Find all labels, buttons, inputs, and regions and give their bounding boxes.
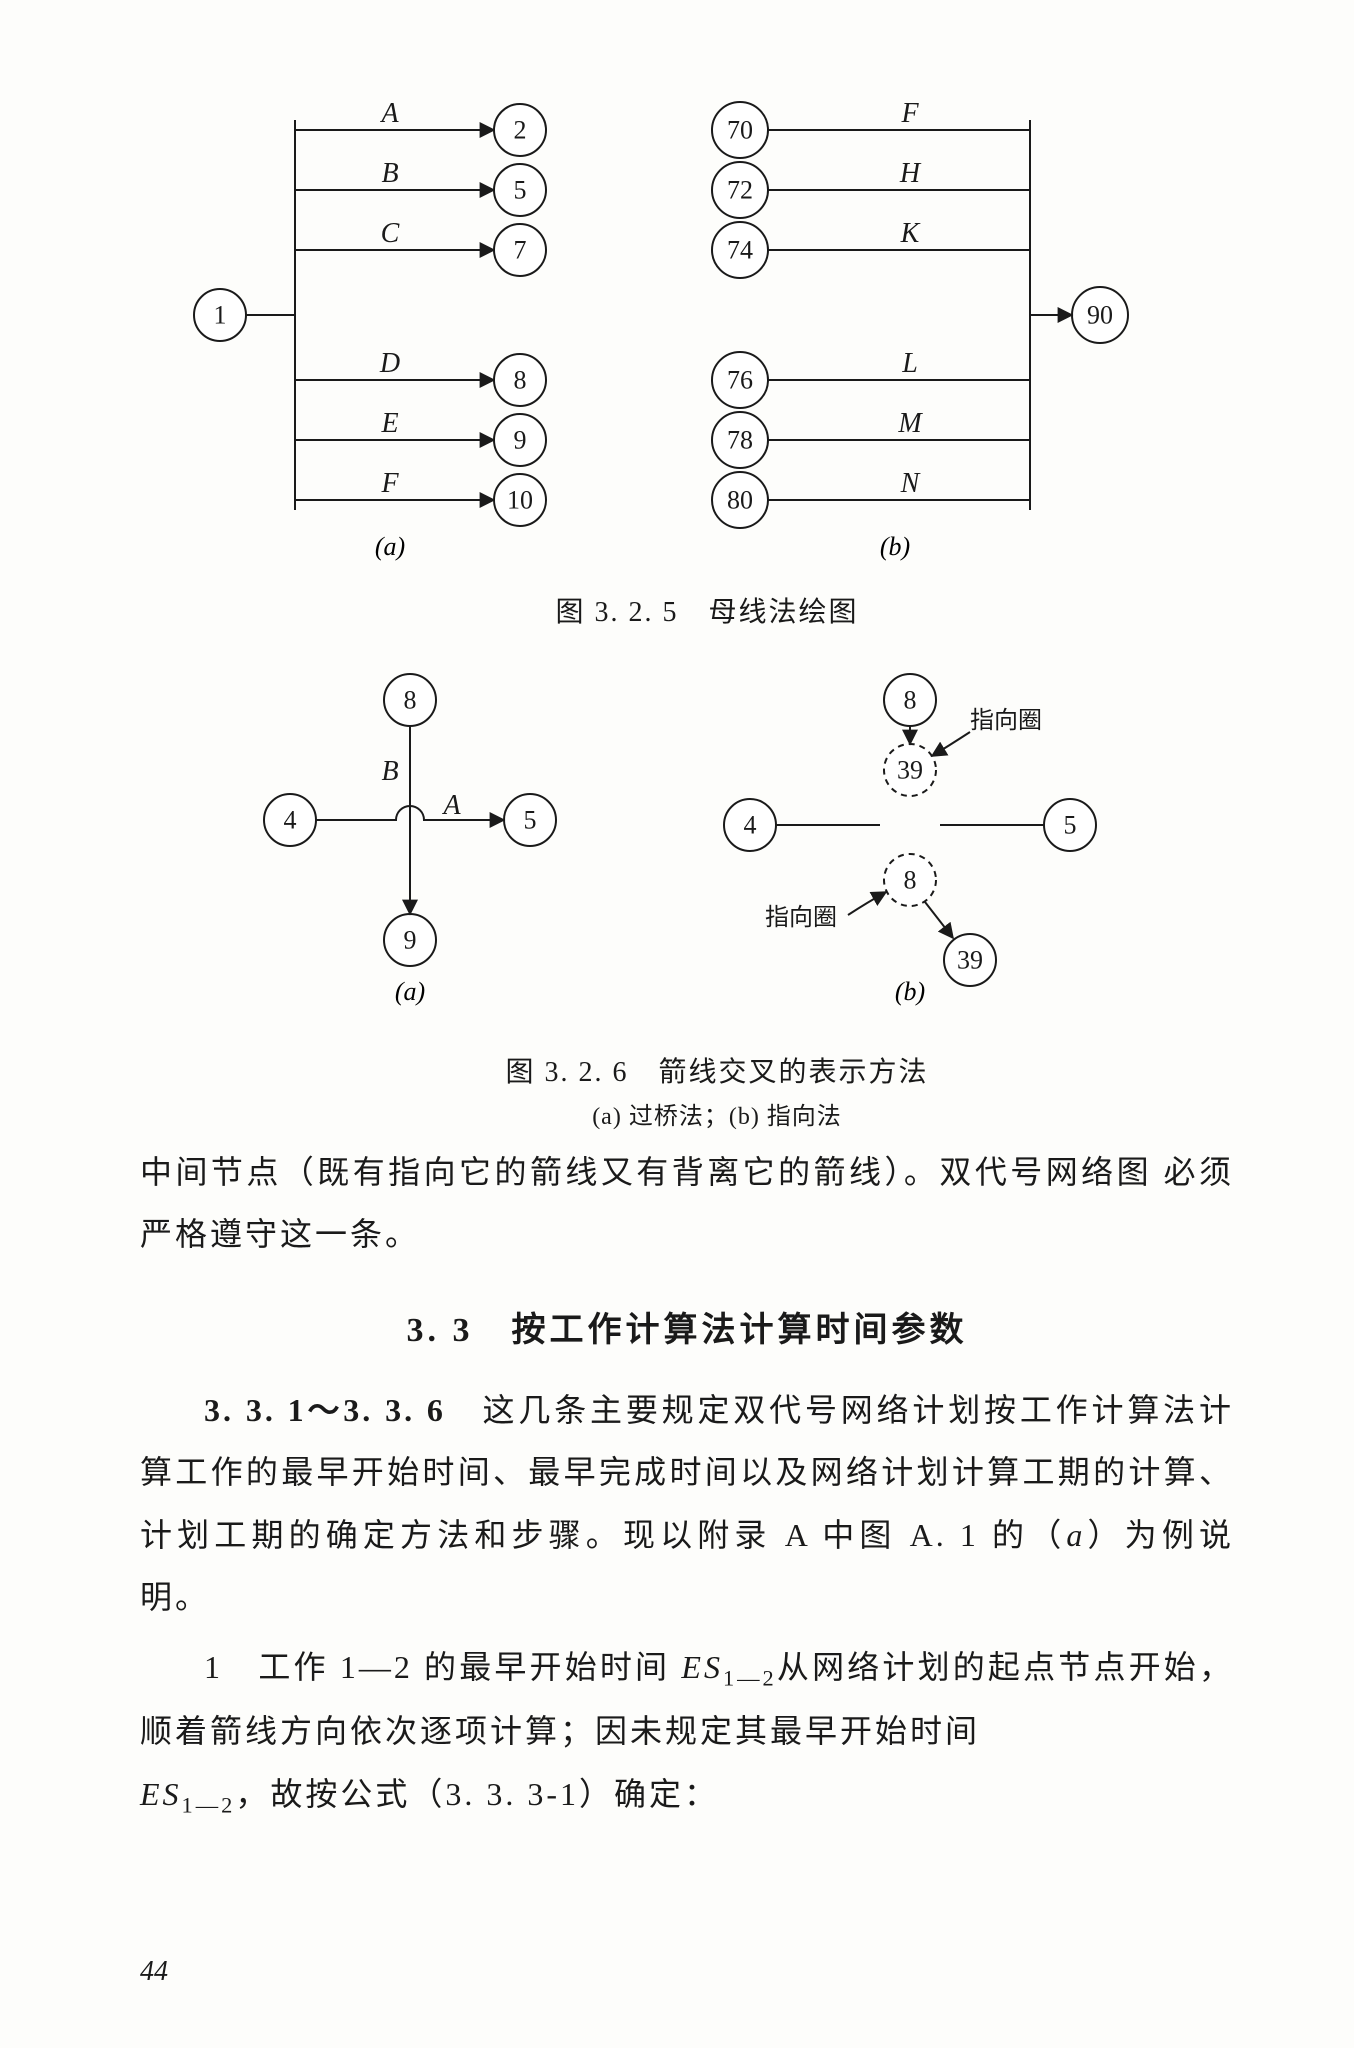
fig326-left-label-B: B	[381, 756, 398, 787]
fig325-right-branch-0: 70 F	[712, 98, 1030, 158]
svg-text:72: 72	[727, 176, 753, 205]
figure-3-2-6-caption: 图 3. 2. 6 箭线交叉的表示方法	[200, 1050, 1234, 1090]
svg-text:70: 70	[727, 116, 753, 145]
para2-sym2: ES	[140, 1776, 182, 1812]
svg-text:8: 8	[904, 866, 917, 895]
svg-text:9: 9	[404, 926, 417, 955]
svg-text:H: H	[899, 158, 922, 189]
section-3-3-para1: 3. 3. 1～3. 3. 6 这几条主要规定双代号网络计划按工作计算法计算工作…	[140, 1379, 1234, 1629]
para2-sub1: 1—2	[723, 1666, 777, 1691]
svg-text:F: F	[900, 98, 919, 129]
figure-3-2-6-svg: 8 4 5 9 A B (a) 8	[200, 660, 1160, 1030]
svg-text:8: 8	[904, 686, 917, 715]
svg-text:4: 4	[284, 806, 297, 835]
svg-text:39: 39	[957, 946, 983, 975]
fig325-left-branch-4: E 9	[295, 408, 546, 466]
svg-text:M: M	[897, 408, 923, 439]
svg-text:B: B	[381, 158, 398, 189]
fig325-right-branch-2: 74 K	[712, 218, 1030, 278]
fig325-right-branch-1: 72 H	[712, 158, 1030, 218]
svg-text:D: D	[379, 348, 400, 379]
fig326-right: 8 39 4 5 8 39	[724, 674, 1096, 1006]
para2-sym1: ES	[681, 1649, 723, 1685]
svg-text:5: 5	[1064, 811, 1077, 840]
paragraph-continuation: 中间节点（既有指向它的箭线又有背离它的箭线）。双代号网络图 必须严格遵守这一条。	[140, 1141, 1234, 1266]
svg-text:76: 76	[727, 366, 753, 395]
svg-text:4: 4	[744, 811, 757, 840]
para-top-line1: 中间节点（既有指向它的箭线又有背离它的箭线）。双代号网络图	[140, 1154, 1152, 1190]
svg-text:10: 10	[507, 486, 533, 515]
figure-3-2-6-subcaption: (a) 过桥法；(b) 指向法	[200, 1096, 1234, 1131]
svg-text:7: 7	[514, 236, 527, 265]
para2-t4: ，故按公式（3. 3. 3-1）确定：	[235, 1776, 719, 1812]
fig326-sub-a: (a)	[395, 977, 425, 1006]
svg-text:39: 39	[897, 756, 923, 785]
para2-t1: 工作 1—2 的最早开始时间	[223, 1649, 681, 1685]
figure-3-2-5-svg: 1 A 2 B 5	[180, 80, 1180, 580]
section-3-3-para2: 1 工作 1—2 的最早开始时间 ES1—2从网络计划的起点节点开始，顺着箭线方…	[140, 1636, 1234, 1827]
svg-text:78: 78	[727, 426, 753, 455]
fig325-right-branch-3: 76 L	[712, 348, 1030, 408]
fig325-left-branch-1: B 5	[295, 158, 546, 216]
para1-text1: 这几条主要规定双代号网络计划按工作计算	[446, 1392, 1163, 1428]
fig325-right-sink-label: 90	[1087, 301, 1113, 330]
para1-lead: 3. 3. 1～3. 3. 6	[204, 1392, 446, 1428]
svg-text:8: 8	[404, 686, 417, 715]
svg-text:80: 80	[727, 486, 753, 515]
fig325-left-origin-label: 1	[214, 301, 227, 330]
fig325-right-branch-4: 78 M	[712, 408, 1030, 468]
figure-3-2-5: 1 A 2 B 5	[180, 80, 1234, 630]
fig325-sub-a: (a)	[375, 532, 405, 561]
section-3-3-title: 3. 3 按工作计算法计算时间参数	[140, 1302, 1234, 1351]
fig325-left-branch-2: C 7	[295, 218, 546, 276]
fig325-left-branch-5: F 10	[295, 468, 546, 526]
fig325-right-branch-5: 80 N	[712, 468, 1030, 528]
page-root: 1 A 2 B 5	[0, 0, 1354, 2048]
figure-3-2-6: 8 4 5 9 A B (a) 8	[200, 660, 1234, 1131]
svg-text:E: E	[380, 408, 398, 439]
svg-text:74: 74	[727, 236, 753, 265]
para2-sub2: 1—2	[182, 1792, 236, 1817]
fig326-annot-top: 指向圈	[970, 707, 1042, 734]
fig325-left-branch-0: A 2	[295, 98, 546, 156]
para2-t2: 从网络计划的起点节点	[777, 1649, 1129, 1685]
para1-text4a: （	[1029, 1517, 1066, 1553]
fig325-sub-b: (b)	[880, 532, 910, 561]
para1-text4i: a	[1066, 1517, 1085, 1553]
page-number: 44	[140, 1956, 168, 1988]
svg-text:L: L	[901, 348, 918, 379]
svg-text:8: 8	[514, 366, 527, 395]
svg-text:5: 5	[514, 176, 527, 205]
para2-lead: 1	[204, 1649, 223, 1685]
svg-text:2: 2	[514, 116, 527, 145]
fig326-annot-bottom: 指向圈	[765, 904, 837, 931]
svg-text:N: N	[900, 468, 921, 499]
svg-text:K: K	[900, 218, 921, 249]
fig326-sub-b: (b)	[895, 977, 925, 1006]
fig325-left-branch-3: D 8	[295, 348, 546, 406]
fig325-right: 90 70 F 72 H	[712, 98, 1128, 561]
svg-text:9: 9	[514, 426, 527, 455]
svg-text:C: C	[381, 218, 400, 249]
fig326-left: 8 4 5 9 A B (a)	[264, 674, 556, 1006]
figure-3-2-5-caption: 图 3. 2. 5 母线法绘图	[180, 590, 1234, 630]
svg-text:A: A	[379, 98, 399, 129]
fig325-left: 1 A 2 B 5	[194, 98, 546, 561]
svg-text:F: F	[380, 468, 399, 499]
fig326-left-label-A: A	[441, 790, 461, 821]
svg-text:5: 5	[524, 806, 537, 835]
